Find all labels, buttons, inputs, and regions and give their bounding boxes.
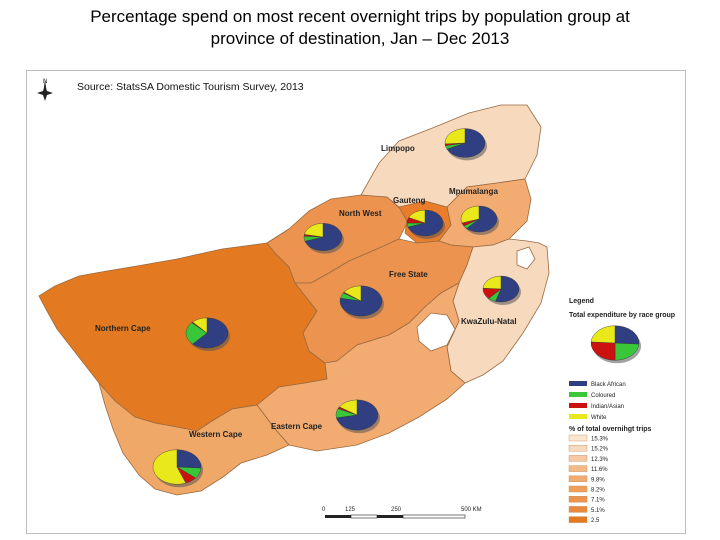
legend-class-label-6: 7.1% <box>591 498 605 504</box>
pie-free-state-slice-black-african <box>339 285 383 317</box>
label-northern-cape: Northern Cape <box>95 324 151 333</box>
source-note: Source: StatsSA Domestic Tourism Survey,… <box>77 81 304 93</box>
legend-class-swatch-4 <box>568 475 588 482</box>
legend-class-swatch-2 <box>568 455 588 462</box>
legend-swatch-indian-asian <box>569 403 587 408</box>
legend-class-swatch-3 <box>568 465 588 472</box>
legend-class-swatch-8 <box>568 516 588 523</box>
label-north-west: North West <box>339 209 382 218</box>
legend-swatch-coloured <box>569 392 587 397</box>
legend-swatch-white <box>569 414 587 419</box>
legend-coloured: Coloured <box>591 393 615 399</box>
legend-black-african: Black African <box>591 382 626 388</box>
legend-class-swatch-6 <box>568 496 588 503</box>
province-limpopo[interactable] <box>360 104 542 208</box>
pie-north-west <box>303 223 344 254</box>
legend-indian-asian: Indian/Asian <box>591 404 624 410</box>
legend-class-label-3: 11.6% <box>591 467 608 473</box>
legend-subtitle: Total expenditure by race group <box>569 312 675 319</box>
pie-western-cape-slice-white <box>152 449 187 485</box>
pie-eastern-cape-slice-white <box>338 399 358 416</box>
compass-icon: N <box>37 79 53 101</box>
legend-class-swatch-1 <box>568 445 588 452</box>
legend-class-swatch-5 <box>568 485 588 493</box>
label-eastern-cape: Eastern Cape <box>271 422 323 431</box>
label-free-state: Free State <box>389 270 428 279</box>
legend-pie <box>590 325 641 364</box>
pie-free-state <box>339 285 384 320</box>
legend-pie-slice-black-african <box>614 325 640 345</box>
map-canvas: N Limpopo Mpumalanga Gauteng North West … <box>37 79 675 524</box>
label-limpopo: Limpopo <box>381 144 415 153</box>
page-title: Percentage spend on most recent overnigh… <box>0 6 720 50</box>
legend-class-label-5: 8.2% <box>591 488 605 494</box>
pie-gauteng-slice-white <box>408 209 426 224</box>
scale-tick-0: 0 <box>322 507 326 513</box>
legend-class-label-1: 15.2% <box>591 447 609 453</box>
pie-gauteng-slice-black-african <box>407 209 444 237</box>
scale-tick-125: 125 <box>345 507 356 513</box>
pie-western-cape-slice-black-african <box>176 449 202 469</box>
label-gauteng: Gauteng <box>393 196 426 205</box>
label-kwazulu-natal: KwaZulu-Natal <box>461 317 517 326</box>
scale-bar: 0 125 250 500 KM <box>322 507 482 519</box>
legend-class-swatch-7 <box>568 506 588 513</box>
pie-limpopo-slice-black-african <box>446 128 486 158</box>
legend-title: Legend <box>569 298 594 305</box>
legend-class-label-0: 15.3% <box>591 437 609 443</box>
province-western-cape[interactable] <box>98 382 290 496</box>
legend-pie-slice-white <box>590 325 616 344</box>
title-line-1: Percentage spend on most recent overnigh… <box>90 7 630 26</box>
map-frame: Source: StatsSA Domestic Tourism Survey,… <box>26 70 686 534</box>
pie-mpumalanga <box>460 205 499 235</box>
lesotho-shape <box>416 312 456 352</box>
pie-northern-cape-slice-black-african <box>192 317 229 349</box>
pie-northern-cape <box>185 317 230 352</box>
pie-limpopo-slice-white <box>444 128 466 145</box>
swaziland-shape <box>516 246 536 270</box>
scale-tick-500: 500 KM <box>461 507 482 513</box>
legend: Legend Total expenditure by race group B… <box>568 298 675 524</box>
pie-limpopo <box>444 128 487 161</box>
pie-kwazulu-natal-slice-white <box>482 275 502 290</box>
pie-northern-cape-slice-white <box>192 317 208 334</box>
legend-pie-slice-indian-asian <box>590 341 616 361</box>
legend-class-label-4: 9.8% <box>591 477 605 483</box>
pie-eastern-cape <box>335 399 380 434</box>
label-western-cape: Western Cape <box>189 430 243 439</box>
legend-class-swatch-0 <box>568 434 588 442</box>
pie-northern-cape-slice-coloured <box>185 322 208 345</box>
pie-kwazulu-natal-slice-black-african <box>495 275 520 303</box>
pie-north-west-slice-white <box>304 223 324 238</box>
pie-free-state-slice-white <box>343 285 362 302</box>
legend-pie-slice-coloured <box>614 342 640 361</box>
scale-tick-250: 250 <box>391 507 402 513</box>
title-line-2: province of destination, Jan – Dec 2013 <box>210 29 510 48</box>
legend-white: White <box>591 415 607 421</box>
pie-western-cape <box>152 449 203 488</box>
legend-class-label-2: 12.3% <box>591 457 609 463</box>
legend-trips-title: % of total overnihgt trips <box>569 426 652 433</box>
pie-gauteng <box>406 209 445 239</box>
pie-mpumalanga-slice-black-african <box>466 205 498 233</box>
legend-swatch-black-african <box>569 381 587 386</box>
legend-class-label-7: 5.1% <box>591 508 605 514</box>
pie-north-west-slice-black-african <box>304 223 343 251</box>
pie-mpumalanga-slice-white <box>460 205 480 224</box>
label-mpumalanga: Mpumalanga <box>449 187 498 196</box>
legend-class-label-8: 2.5 <box>591 518 600 524</box>
pie-kwazulu-natal <box>482 275 521 305</box>
